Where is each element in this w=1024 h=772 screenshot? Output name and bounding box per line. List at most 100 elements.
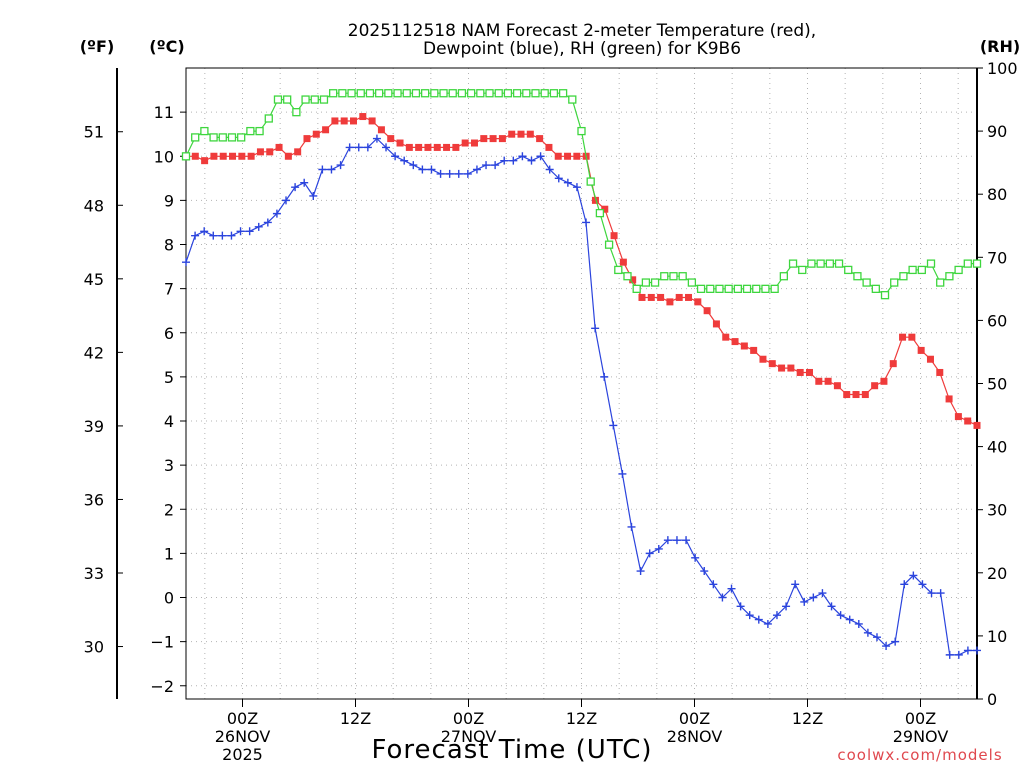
temperature-point — [461, 139, 469, 147]
rh-point — [936, 278, 945, 287]
temperature-point — [452, 143, 460, 151]
rh-point — [761, 284, 770, 294]
dewpoint-point — [809, 593, 818, 602]
dewpoint-point — [800, 597, 809, 606]
rh-point — [420, 89, 430, 98]
dewpoint-point — [400, 156, 409, 165]
temperature-point — [433, 143, 441, 151]
dewpoint-point — [818, 589, 827, 598]
x-tick-label: 00Z — [227, 709, 258, 728]
dewpoint-point — [745, 611, 754, 620]
rh-point — [209, 133, 218, 142]
rh-tick-label: 100 — [987, 59, 1018, 78]
dewpoint-point — [691, 553, 700, 562]
dewpoint-point — [545, 165, 554, 174]
fahrenheit-unit-label: (ºF) — [80, 37, 115, 56]
dewpoint-point — [827, 602, 836, 611]
temperature-point — [340, 117, 348, 125]
series-layer — [181, 89, 982, 659]
temperature-point — [591, 196, 599, 204]
rh-point — [917, 265, 926, 275]
dewpoint-point — [427, 165, 436, 174]
dewpoint-point — [700, 567, 709, 576]
rh-point — [466, 89, 476, 98]
dewpoint-point — [872, 633, 881, 642]
dewpoint-point — [518, 152, 527, 161]
rh-point — [954, 265, 963, 275]
temperature-point — [815, 377, 823, 385]
dewpoint-point — [891, 637, 900, 646]
rh-point — [255, 126, 264, 136]
temperature-point — [926, 355, 934, 363]
dewpoint-point — [463, 169, 472, 178]
temperature-point — [675, 293, 683, 301]
rh-tick-label: 0 — [987, 690, 997, 709]
rh-point — [862, 278, 871, 287]
fahrenheit-tick-label: 42 — [84, 343, 104, 362]
dewpoint-point — [354, 143, 363, 152]
rh-point — [926, 259, 936, 268]
temperature-point — [964, 417, 972, 425]
dewpoint-point — [527, 156, 536, 165]
temperature-point — [396, 139, 404, 147]
temperature-point — [322, 126, 330, 134]
celsius-tick-label: 11 — [154, 103, 174, 122]
temperature-point — [443, 143, 451, 151]
dewpoint-point — [472, 165, 481, 174]
rh-point — [880, 291, 890, 300]
temperature-point — [685, 293, 693, 301]
rh-point — [283, 95, 292, 104]
temperature-point — [908, 333, 916, 341]
dewpoint-point — [372, 134, 381, 143]
rh-tick-label: 60 — [987, 311, 1007, 330]
dewpoint-point — [391, 152, 400, 161]
x-tick-label: 12Z — [566, 709, 597, 728]
rh-point — [752, 284, 761, 294]
dewpoint-point — [254, 222, 263, 231]
celsius-tick-label: 7 — [164, 280, 174, 299]
temperature-point — [294, 148, 302, 156]
temperature-point — [331, 117, 339, 125]
rh-point — [586, 177, 595, 186]
dewpoint-point — [954, 650, 963, 659]
rh-point — [457, 89, 467, 98]
rh-point — [512, 89, 522, 98]
temperature-point — [889, 360, 897, 368]
temperature-point — [284, 152, 292, 160]
temperature-point — [805, 368, 813, 376]
dewpoint-point — [554, 174, 563, 183]
celsius-tick-label: 3 — [164, 456, 174, 475]
temperature-point — [861, 391, 869, 399]
temperature-point — [629, 276, 637, 284]
temperature-point — [638, 293, 646, 301]
temperature-point — [219, 152, 227, 160]
dewpoint-point — [509, 156, 518, 165]
temperature-point — [694, 298, 702, 306]
rh-point — [650, 278, 660, 287]
axes — [116, 67, 983, 707]
dewpoint-point — [936, 589, 945, 598]
dewpoint-point — [927, 589, 936, 598]
temperature-point — [647, 293, 655, 301]
temperature-point — [899, 333, 907, 341]
celsius-tick-label: −2 — [150, 677, 174, 696]
temperature-point — [554, 152, 562, 160]
dewpoint-point — [609, 421, 618, 430]
rh-point — [798, 265, 807, 275]
temperature-point — [480, 135, 488, 143]
rh-point — [724, 284, 733, 294]
rh-tick-label: 80 — [987, 185, 1007, 204]
rh-point — [301, 95, 310, 104]
rh-point — [669, 272, 678, 281]
dewpoint-point — [845, 615, 854, 624]
dewpoint-point — [563, 178, 572, 187]
temperature-point — [703, 307, 711, 315]
dewpoint-point — [763, 619, 772, 628]
dewpoint-point — [263, 218, 272, 227]
temperature-point — [880, 377, 888, 385]
x-tick-date-label: 26NOV — [215, 727, 271, 746]
temperature-point — [787, 364, 795, 372]
rh-point — [963, 259, 972, 268]
rh-point — [375, 89, 384, 98]
